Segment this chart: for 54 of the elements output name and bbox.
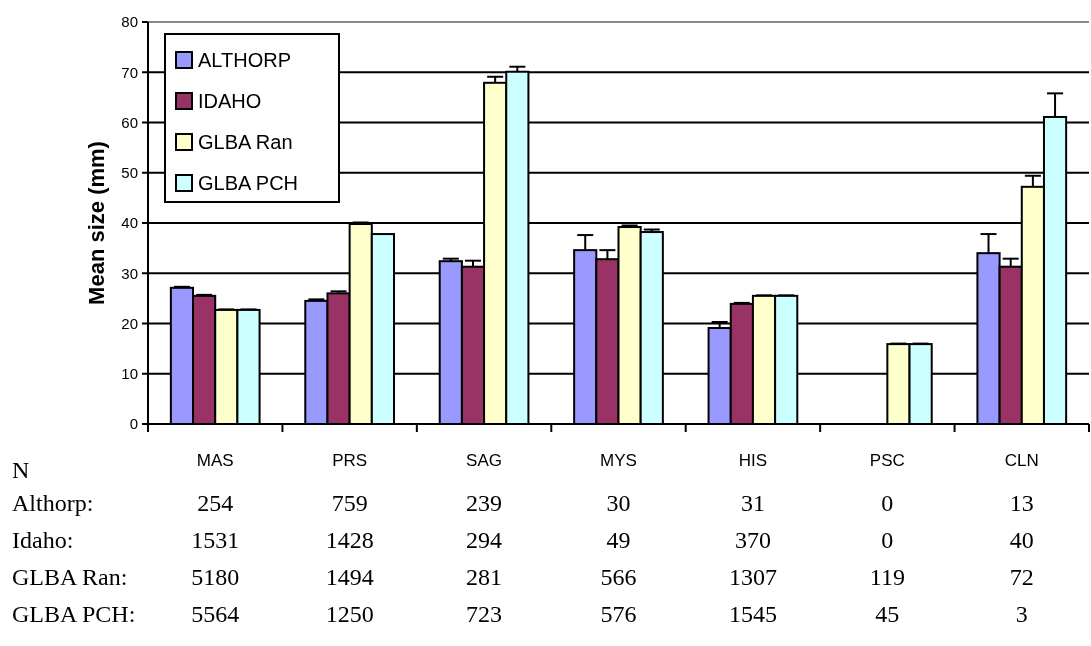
text: 239 (466, 490, 503, 516)
text: 1545 (728, 601, 777, 627)
text: 281 (466, 564, 503, 590)
y-tick-label: 10 (121, 365, 138, 382)
text: GLBA Ran: (12, 564, 128, 590)
y-tick-label: 30 (121, 264, 138, 282)
y-tick-label: 50 (121, 164, 138, 181)
text: 45 (875, 601, 900, 627)
legend-label: ALTHORP (198, 49, 291, 71)
text: 1307 (728, 564, 777, 590)
text: 1531 (191, 527, 240, 553)
y-tick-label: 40 (121, 214, 138, 232)
text: 13 (1009, 490, 1034, 516)
legend-label: IDAHO (198, 90, 262, 112)
x-tick-label: SAG (466, 451, 503, 470)
text: 3 (1015, 601, 1028, 627)
text: 31 (740, 490, 765, 516)
text: 1428 (325, 527, 374, 553)
y-tick-label: 80 (121, 13, 138, 31)
text: 370 (734, 527, 771, 553)
y-tick-label: 0 (129, 415, 138, 433)
x-tick-label: CLN (1004, 451, 1039, 470)
text: N (12, 457, 30, 483)
text: 5180 (191, 564, 240, 590)
text: 1494 (325, 564, 374, 590)
y-tick-label: 20 (121, 314, 138, 332)
x-tick-label: PSC (869, 451, 905, 470)
y-axis-title: Mean size (mm) (84, 141, 109, 305)
y-tick-label: 70 (121, 63, 138, 81)
text: 1250 (325, 601, 374, 627)
text: 49 (606, 527, 631, 553)
text: 5564 (191, 601, 240, 627)
text: 0 (881, 490, 894, 516)
x-tick-label: PRS (332, 451, 368, 470)
text: 759 (331, 490, 368, 516)
x-tick-label: MAS (196, 451, 234, 470)
legend-label: GLBA PCH (198, 172, 299, 194)
text: 72 (1009, 564, 1034, 590)
text: 30 (606, 490, 631, 516)
text: 254 (197, 490, 234, 516)
text: 294 (466, 527, 503, 553)
text: Althorp: (12, 490, 94, 516)
text: 119 (869, 564, 905, 590)
x-tick-label: HIS (738, 451, 768, 470)
text: 576 (600, 601, 637, 627)
text: Idaho: (12, 527, 74, 553)
legend-label: GLBA Ran (198, 131, 293, 153)
text: 566 (600, 564, 637, 590)
text: GLBA PCH: (12, 601, 136, 627)
text: 723 (466, 601, 503, 627)
text: 40 (1009, 527, 1034, 553)
x-tick-label: MYS (600, 451, 637, 470)
text: 0 (881, 527, 894, 553)
y-tick-label: 60 (121, 113, 138, 131)
